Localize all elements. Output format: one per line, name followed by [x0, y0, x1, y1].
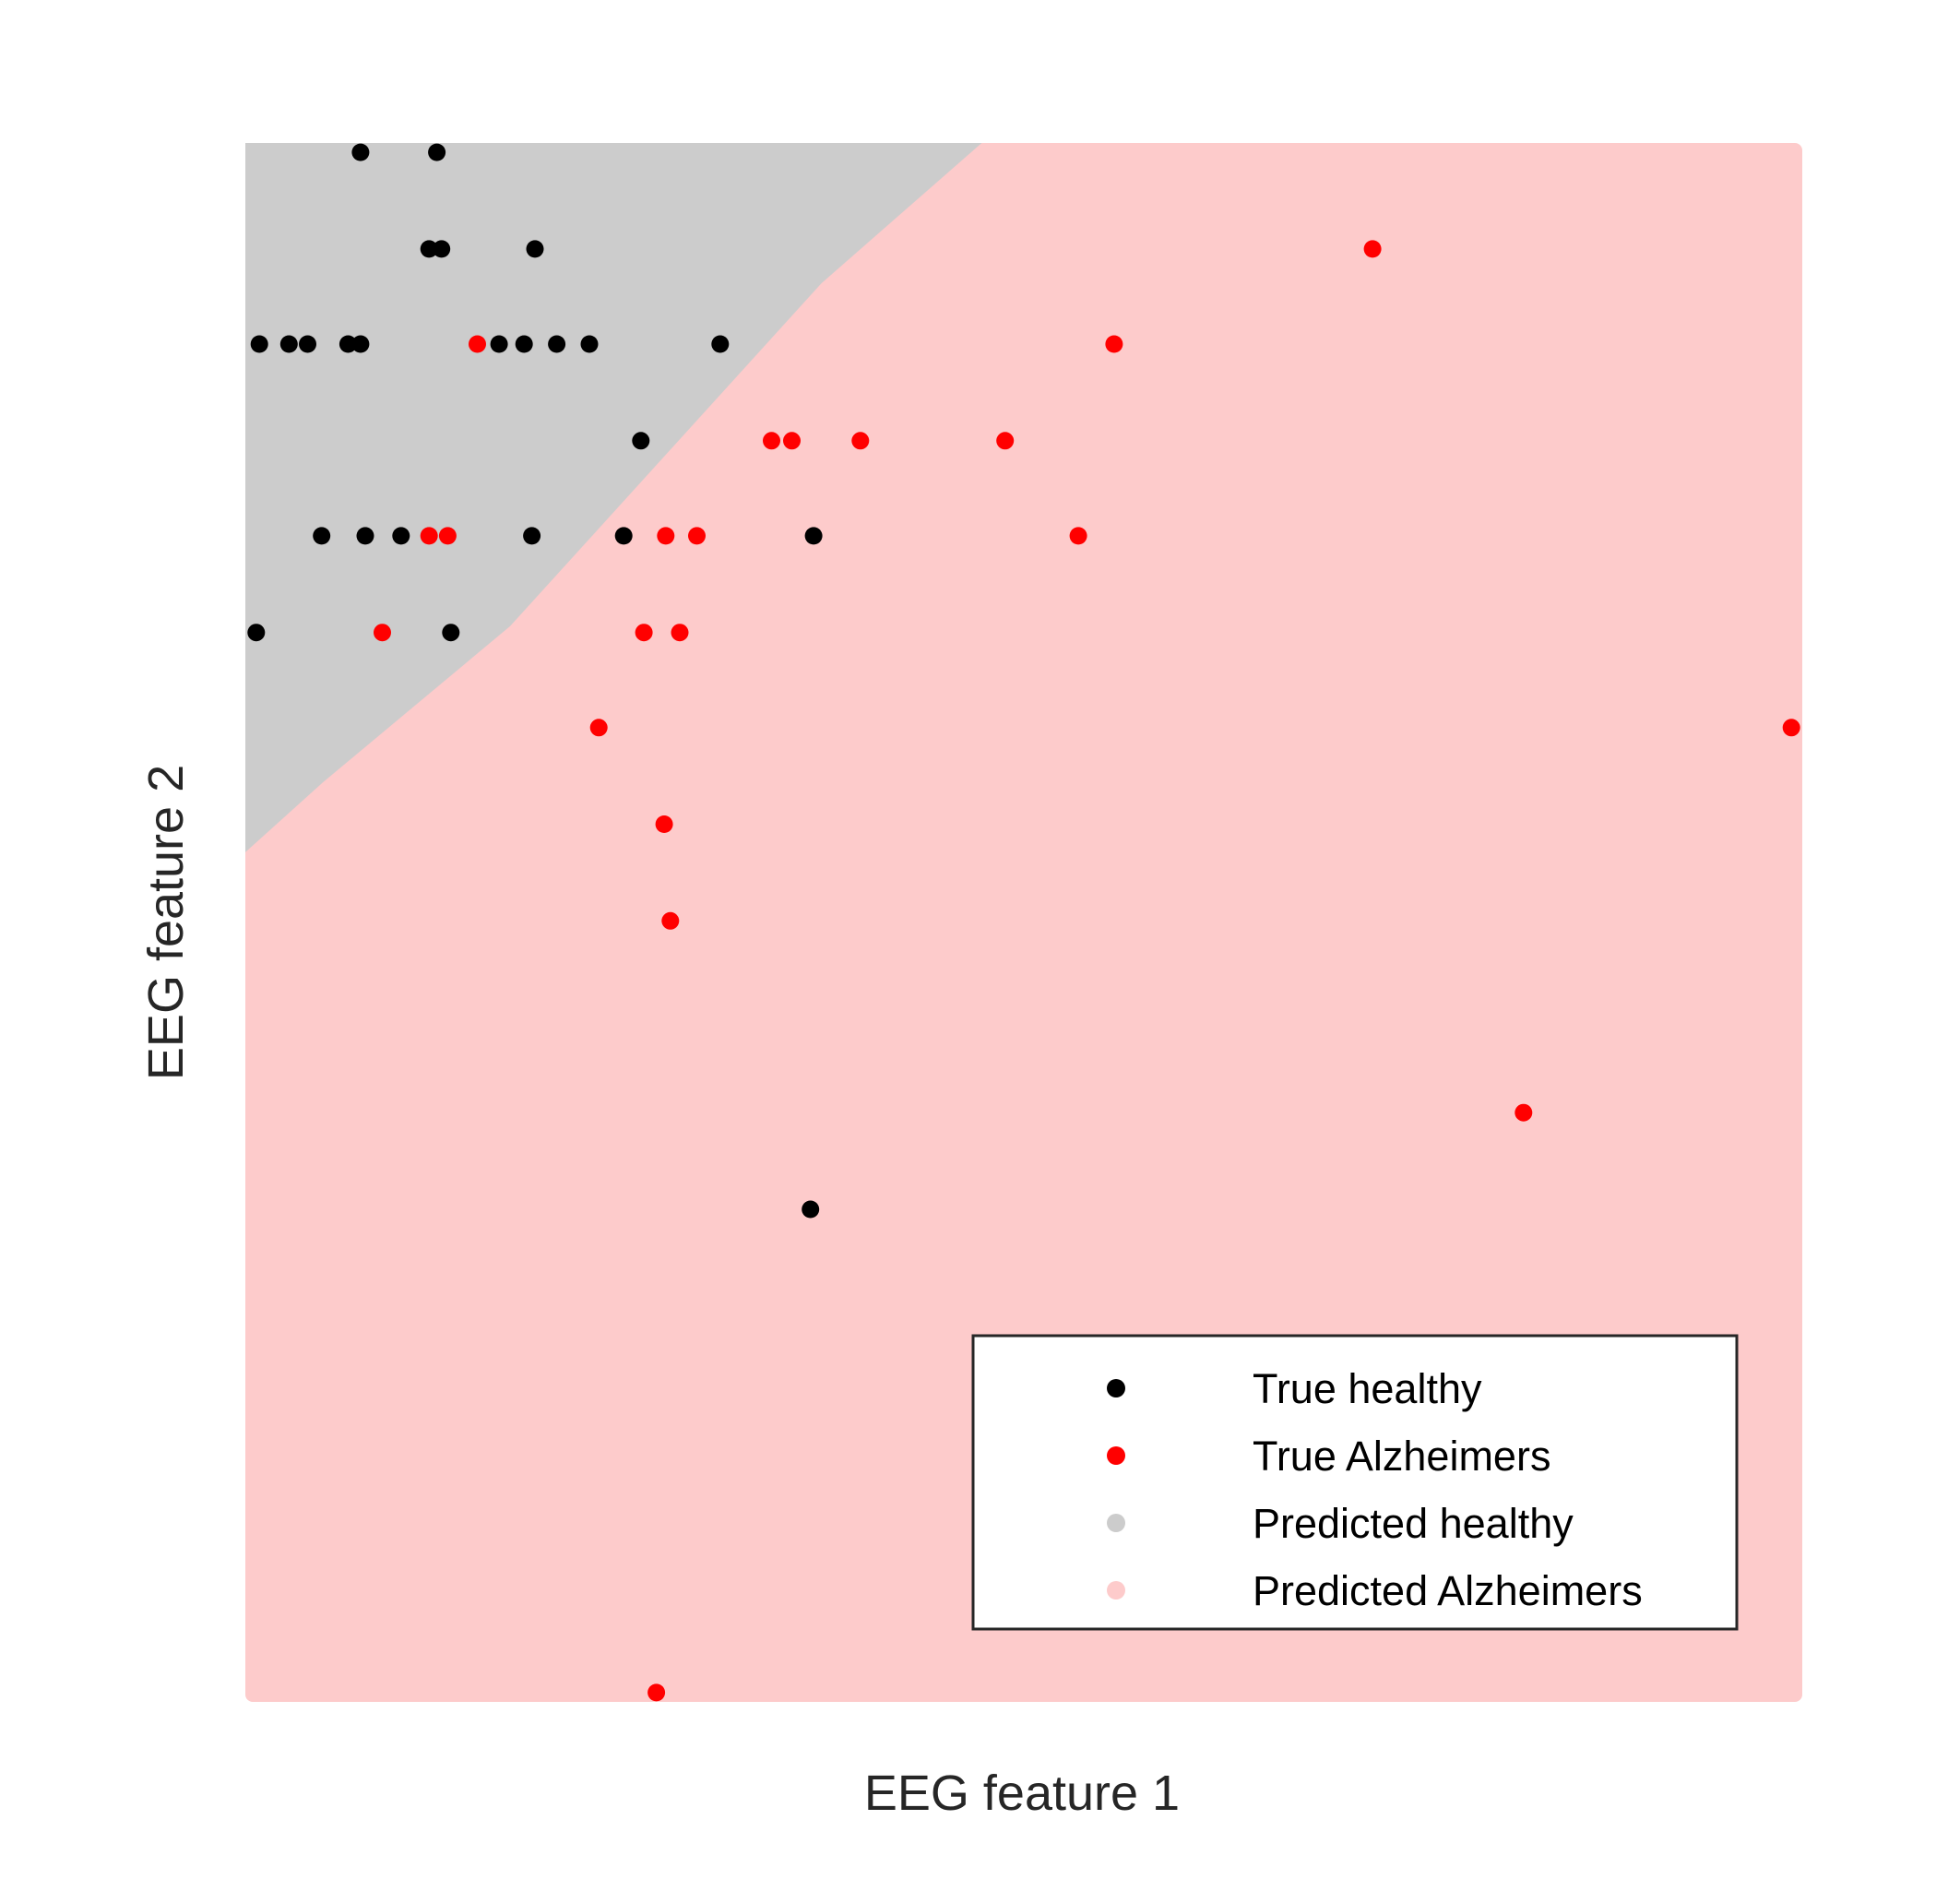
- legend-box: [971, 1334, 1739, 1631]
- point-true-alzheimers: [657, 527, 675, 545]
- legend: True healthy True Alzheimers Predicted hea…: [971, 1334, 1739, 1631]
- point-true-healthy: [515, 335, 533, 353]
- point-true-healthy: [299, 335, 316, 353]
- legend-marker-predicted-healthy: [1107, 1514, 1125, 1532]
- point-true-healthy: [490, 335, 508, 353]
- y-axis-label: EEG feature 2: [138, 765, 194, 1080]
- predicted-alzheimers-region: [245, 143, 1802, 1702]
- point-true-healthy: [351, 143, 370, 161]
- legend-marker-true-alzheimers: [1107, 1446, 1125, 1465]
- point-true-healthy: [580, 335, 599, 353]
- point-true-healthy: [433, 240, 451, 258]
- point-true-healthy: [614, 527, 633, 545]
- legend-label-true-alzheimers: True Alzheimers: [1253, 1433, 1550, 1480]
- point-true-alzheimers: [374, 624, 391, 642]
- legend-label-true-healthy: True healthy: [1253, 1365, 1482, 1412]
- point-true-healthy: [351, 335, 370, 353]
- point-true-alzheimers: [671, 624, 689, 642]
- legend-entries: True healthy True Alzheimers Predicted hea…: [1107, 1365, 1643, 1614]
- point-true-alzheimers: [647, 1683, 666, 1702]
- point-true-healthy: [526, 240, 544, 258]
- point-true-alzheimers: [420, 527, 438, 545]
- point-true-alzheimers: [996, 432, 1015, 450]
- point-true-alzheimers: [1069, 527, 1087, 545]
- point-true-healthy: [250, 335, 268, 353]
- point-true-healthy: [802, 1200, 820, 1219]
- point-true-healthy: [420, 240, 438, 258]
- point-true-healthy: [523, 527, 541, 545]
- point-true-healthy: [392, 527, 410, 545]
- legend-label-predicted-healthy: Predicted healthy: [1253, 1500, 1574, 1547]
- point-true-alzheimers: [688, 527, 706, 545]
- point-true-alzheimers: [783, 432, 801, 450]
- point-true-alzheimers: [661, 911, 680, 930]
- plot-area: [245, 143, 1802, 1702]
- point-true-healthy: [313, 527, 331, 545]
- point-true-healthy: [632, 432, 650, 450]
- point-true-alzheimers: [1105, 335, 1123, 353]
- legend-label-predicted-alzheimers: Predicted Alzheimers: [1253, 1567, 1643, 1614]
- point-true-alzheimers: [655, 815, 673, 833]
- point-true-healthy: [247, 624, 266, 642]
- point-true-alzheimers: [469, 335, 486, 353]
- point-true-healthy: [279, 335, 298, 353]
- data-points: [247, 143, 1800, 1702]
- legend-marker-true-healthy: [1107, 1379, 1125, 1397]
- point-true-healthy: [711, 335, 730, 353]
- predicted-healthy-region: [245, 143, 982, 852]
- point-true-healthy: [339, 335, 357, 353]
- point-true-alzheimers: [589, 719, 608, 737]
- x-axis-label: EEG feature 1: [864, 1766, 1180, 1821]
- point-true-alzheimers: [763, 432, 780, 450]
- point-true-alzheimers: [1363, 240, 1382, 258]
- point-true-healthy: [804, 527, 823, 545]
- point-true-alzheimers: [1782, 719, 1800, 737]
- point-true-alzheimers: [438, 527, 457, 545]
- point-true-healthy: [428, 143, 446, 161]
- point-true-alzheimers: [1515, 1103, 1533, 1122]
- point-true-healthy: [548, 335, 566, 353]
- point-true-healthy: [356, 527, 374, 545]
- point-true-alzheimers: [635, 624, 653, 642]
- point-true-alzheimers: [851, 432, 870, 450]
- legend-marker-predicted-alzheimers: [1107, 1581, 1125, 1600]
- point-true-healthy: [442, 624, 460, 642]
